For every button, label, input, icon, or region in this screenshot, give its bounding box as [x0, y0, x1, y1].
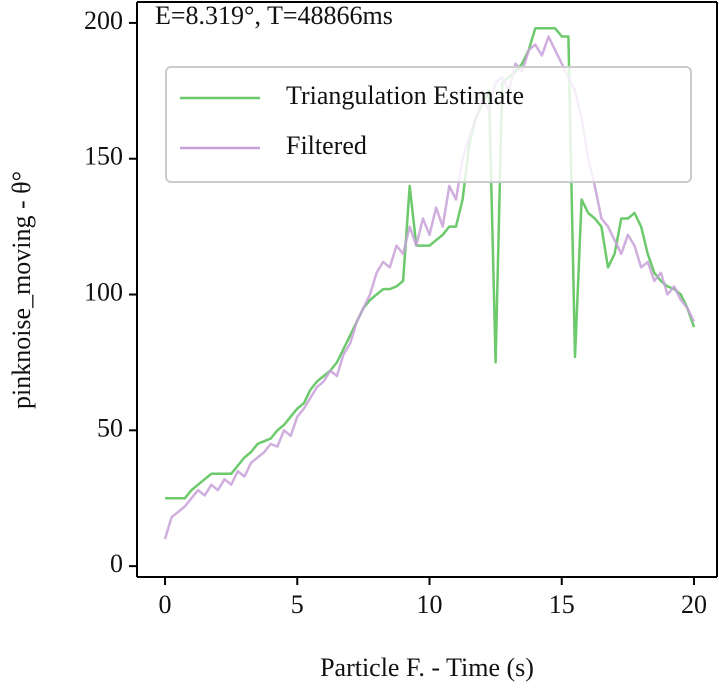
y-tick-label: 200: [84, 6, 123, 35]
y-tick-label: 150: [84, 142, 123, 171]
x-tick-label: 10: [417, 590, 443, 619]
series-line: [165, 27, 696, 500]
x-tick-label: 0: [159, 590, 172, 619]
y-tick-label: 0: [110, 549, 123, 578]
x-axis-label: Particle F. - Time (s): [320, 653, 534, 682]
legend: Triangulation Estimate Filtered: [165, 66, 692, 183]
legend-label: Triangulation Estimate: [286, 81, 524, 110]
series-line: [163, 35, 696, 540]
x-tick-label: 5: [291, 590, 304, 619]
chart-title: E=8.319°, T=48866ms: [155, 1, 393, 30]
y-tick-label: 100: [84, 277, 123, 306]
y-axis-label: pinknoise_moving - θ°: [7, 171, 36, 409]
legend-box: [165, 66, 692, 183]
y-tick-label: 50: [97, 413, 123, 442]
x-tick-label: 15: [549, 590, 575, 619]
x-tick-label: 20: [681, 590, 707, 619]
legend-label: Filtered: [286, 131, 367, 160]
